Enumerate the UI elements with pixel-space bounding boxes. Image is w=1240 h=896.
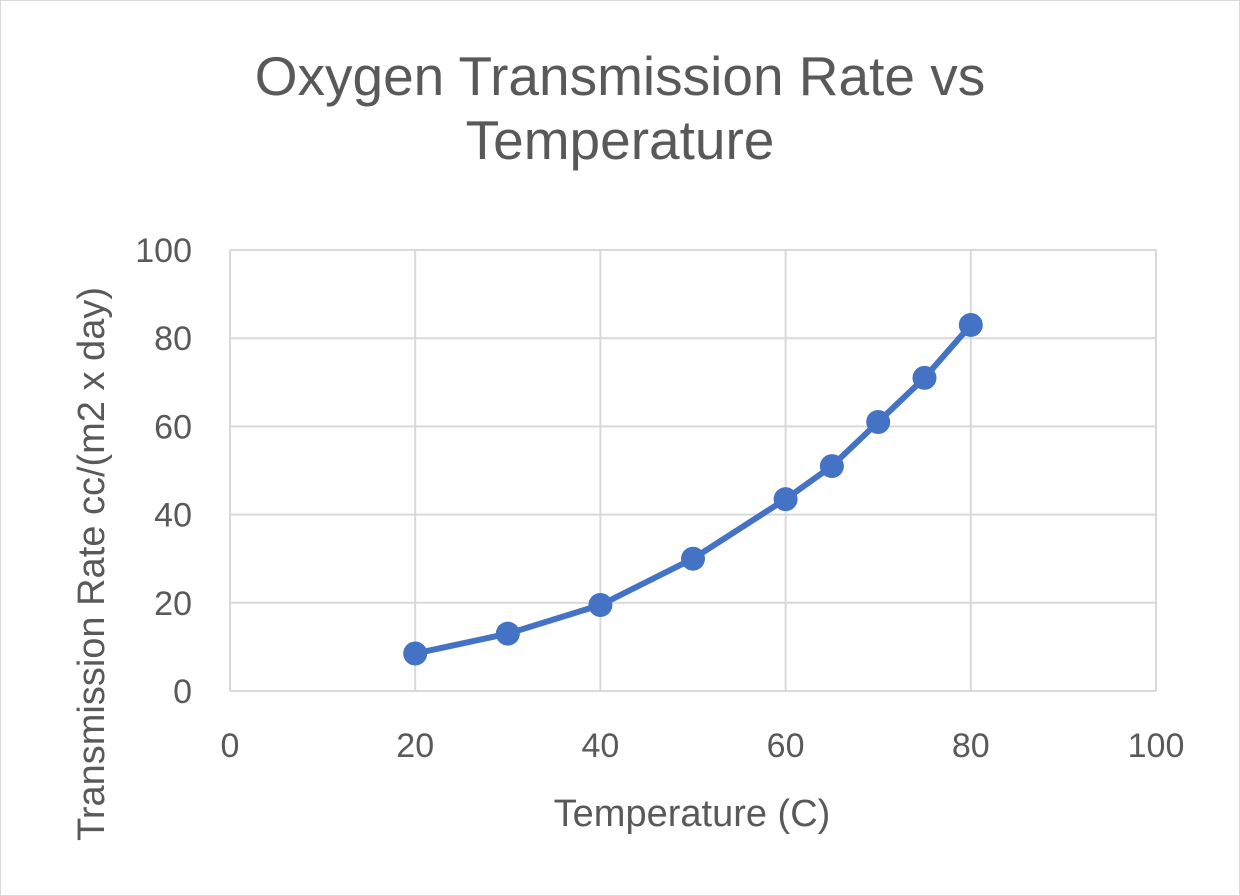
x-tick-label-80: 80	[952, 727, 990, 765]
data-point-5	[819, 454, 844, 479]
y-tick-label-0: 0	[173, 673, 192, 711]
tick-labels: 0 20 40 60 80 100 0 20 40 60 80 100	[135, 232, 1184, 765]
series-line-0	[412, 321, 974, 657]
x-axis-title: Temperature (C)	[554, 793, 831, 835]
data-point-6	[866, 409, 891, 434]
y-tick-label-20: 20	[154, 585, 192, 623]
gridlines	[229, 249, 1157, 692]
series-transmission-rate	[403, 312, 983, 666]
data-point-1	[495, 621, 520, 646]
data-point-3	[681, 546, 705, 571]
chart-title-line-1: Oxygen Transmission Rate vs	[254, 45, 986, 107]
y-tick-label-40: 40	[154, 497, 192, 535]
data-point-7	[912, 365, 937, 390]
x-tick-label-0: 0	[221, 727, 240, 765]
data-point-4	[773, 487, 798, 512]
x-tick-label-100: 100	[1128, 727, 1185, 765]
y-tick-label-80: 80	[154, 320, 192, 358]
data-point-0	[403, 641, 428, 666]
x-tick-label-40: 40	[581, 727, 619, 765]
x-tick-label-60: 60	[767, 727, 805, 765]
chart-title-line-2: Temperature	[465, 109, 775, 171]
data-point-2	[588, 593, 613, 618]
y-tick-label-60: 60	[154, 408, 192, 446]
x-tick-label-20: 20	[396, 727, 434, 765]
data-point-8	[958, 312, 983, 337]
chart-title: Oxygen Transmission Rate vs Temperature	[0, 44, 1240, 172]
y-axis-title: Transmission Rate cc/(m2 x day)	[71, 287, 113, 841]
y-tick-label-100: 100	[135, 232, 192, 270]
